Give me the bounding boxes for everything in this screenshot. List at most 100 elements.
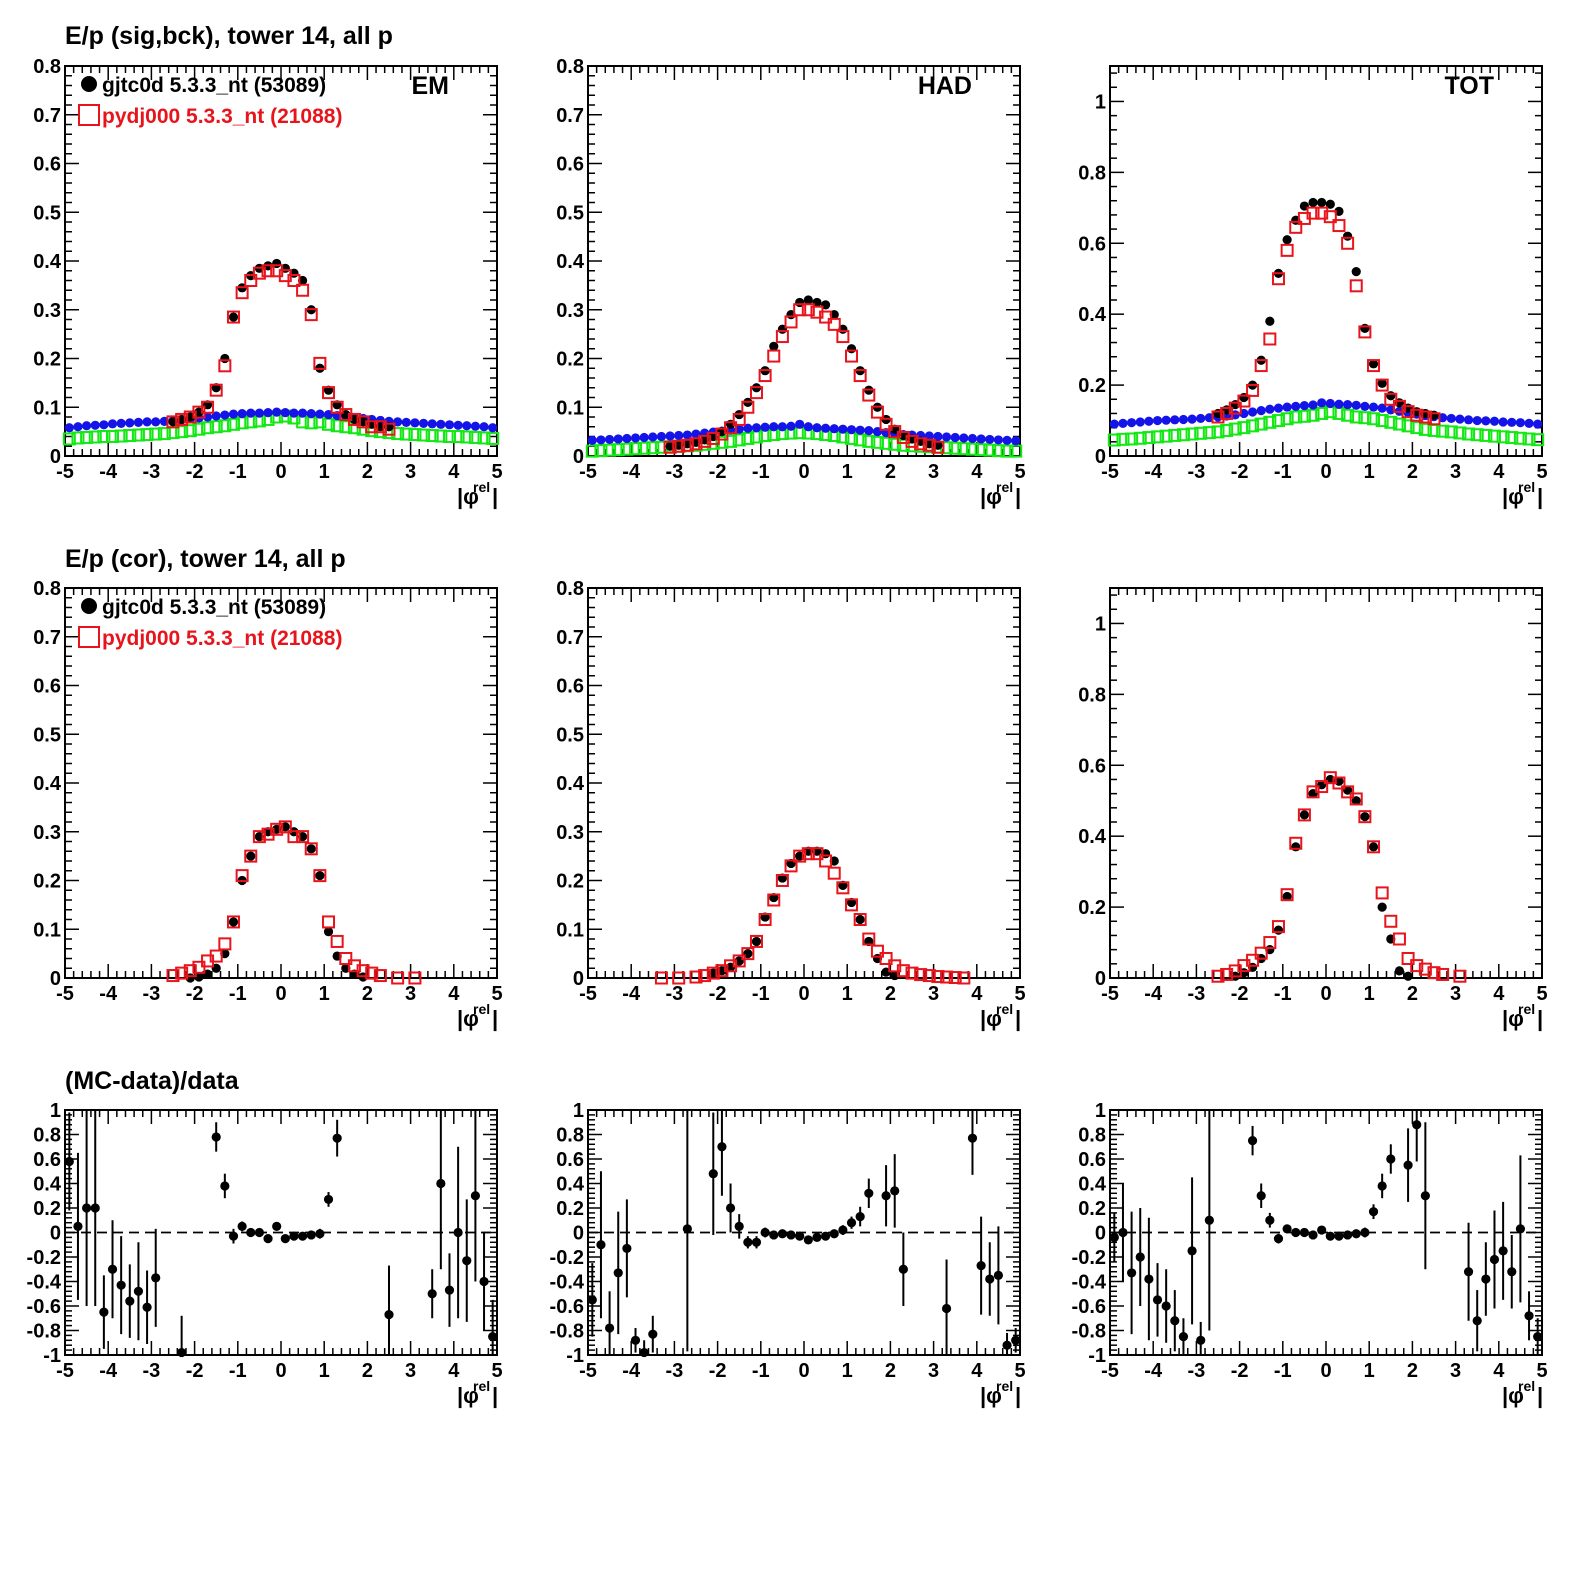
point-ratio (1135, 1252, 1145, 1262)
point-ratio (717, 1142, 727, 1152)
point-mc (732, 954, 746, 968)
x-tick-label: 2 (885, 983, 896, 1005)
point-mc (1315, 206, 1329, 220)
point-ratio (1187, 1246, 1197, 1256)
point-bck_mc (585, 444, 599, 458)
y-tick-label: 0.6 (1078, 755, 1106, 777)
y-tick-label: 0 (573, 1223, 584, 1245)
point-bck_data (1011, 436, 1021, 446)
point-bck_mc (486, 431, 500, 445)
point-ratio (1317, 1225, 1327, 1235)
point-mc (827, 317, 841, 331)
point-bck_mc (183, 424, 197, 438)
point-ratio (427, 1289, 437, 1299)
point-mc (698, 434, 712, 448)
x-tick-label: 3 (1450, 1360, 1461, 1382)
point-bck_mc (442, 430, 456, 443)
point-data (1368, 359, 1379, 369)
point-bck_mc (983, 443, 997, 457)
point-bck_mc (862, 434, 876, 448)
x-axis-label-sup: rel (473, 479, 490, 495)
point-mc (365, 420, 379, 434)
point-mc (226, 915, 240, 929)
x-tick-label: 5 (1536, 1360, 1547, 1382)
point-mc (382, 422, 396, 436)
point-mc (1263, 936, 1277, 950)
x-tick-label: 4 (971, 983, 983, 1005)
point-bck_data (142, 417, 152, 427)
point-ratio (587, 1295, 597, 1305)
point-ratio (1334, 1231, 1344, 1241)
x-tick-label: 1 (319, 461, 330, 483)
x-tick-label: 3 (1450, 983, 1461, 1005)
point-bck_data (1343, 399, 1353, 410)
point-bck_mc (1306, 408, 1320, 422)
x-tick-label: -3 (1188, 983, 1206, 1005)
point-bck_mc (399, 427, 413, 441)
point-bck_mc (477, 431, 491, 445)
point-bck_mc (417, 428, 431, 442)
point-bck_data (263, 408, 273, 418)
point-bck_data (73, 422, 83, 432)
point-mc (819, 854, 833, 868)
point-mc (1358, 810, 1372, 824)
y-tick-label: 0.5 (556, 724, 584, 746)
point-bck_mc (1410, 421, 1424, 435)
point-bck_data (795, 419, 805, 429)
x-tick-label: 5 (491, 983, 502, 1005)
x-tick-label: 2 (362, 461, 373, 483)
y-tick-label: 0.7 (556, 105, 584, 127)
x-axis-label: |φ (457, 484, 479, 509)
point-bck_data (803, 422, 813, 432)
point-bck_mc (1367, 412, 1381, 426)
y-tick-label: 0.8 (1078, 162, 1106, 184)
point-mc (948, 971, 962, 985)
point-mc (1246, 953, 1260, 967)
x-axis-label-sup: rel (1518, 1001, 1535, 1017)
point-data (846, 344, 857, 354)
x-tick-label: -5 (1101, 1360, 1119, 1382)
point-bck_mc (637, 441, 651, 455)
point-data (769, 341, 779, 351)
point-bck_data (855, 425, 865, 435)
point-ratio (769, 1230, 779, 1240)
point-mc (1401, 952, 1415, 965)
x-axis-label-close: | (492, 1006, 498, 1031)
point-ratio (1308, 1230, 1318, 1240)
x-axis-label-sup: rel (996, 1378, 1013, 1394)
point-bck_mc (1297, 409, 1311, 423)
point-bck_data (605, 434, 615, 445)
point-data (1282, 235, 1292, 245)
point-ratio (1282, 1224, 1292, 1234)
point-mc (1332, 219, 1346, 233)
y-tick-label: 0.8 (33, 1125, 61, 1147)
point-bck_data (1360, 401, 1370, 411)
x-tick-label: 2 (362, 1360, 373, 1382)
point-ratio (1515, 1224, 1525, 1234)
x-tick-label: -1 (752, 461, 770, 483)
point-mc (819, 310, 833, 324)
point-bck_mc (114, 429, 128, 443)
y-tick-label: 0.6 (556, 154, 584, 176)
point-bck_mc (724, 434, 738, 448)
point-mc (741, 947, 755, 961)
point-mc (879, 952, 893, 965)
x-tick-label: -4 (622, 1360, 641, 1382)
x-tick-label: 3 (405, 983, 416, 1005)
point-ratio (470, 1191, 480, 1201)
x-tick-label: -3 (1188, 461, 1206, 483)
x-tick-label: -2 (1231, 1360, 1249, 1382)
point-mc (957, 971, 971, 985)
point-ratio (453, 1227, 463, 1238)
point-ratio (1161, 1301, 1171, 1311)
x-tick-label: -1 (752, 983, 770, 1005)
point-mc (218, 937, 232, 951)
y-tick-label: 0.3 (556, 822, 584, 844)
x-tick-label: -3 (143, 461, 161, 483)
point-bck_mc (965, 442, 979, 456)
point-bck_data (1446, 413, 1456, 424)
y-tick-label: 0 (1095, 968, 1106, 990)
point-ratio (648, 1329, 658, 1339)
